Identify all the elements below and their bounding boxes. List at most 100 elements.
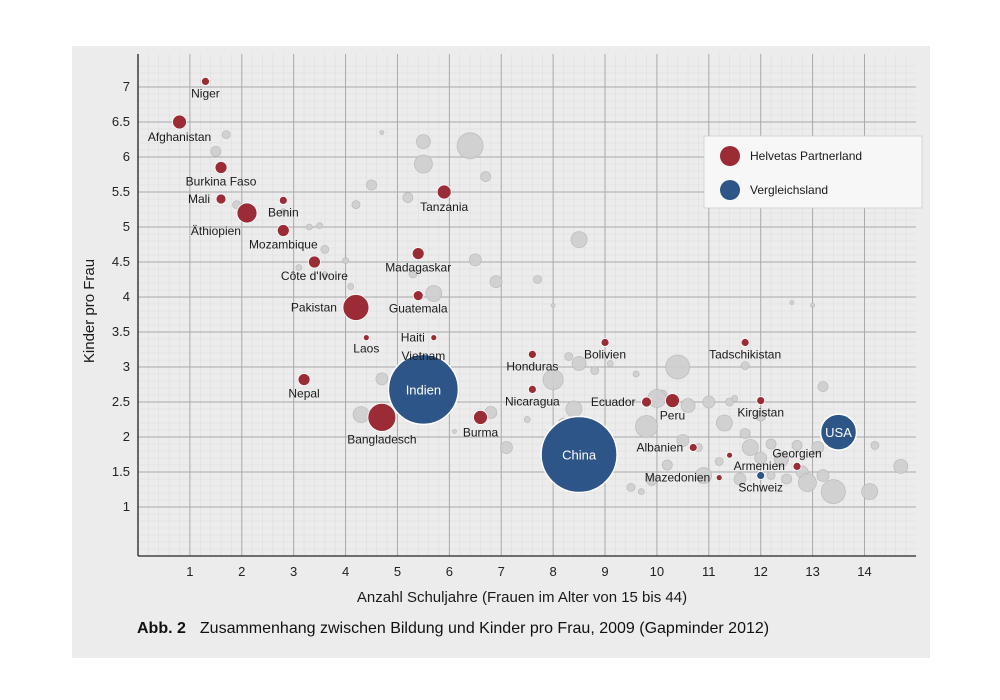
data-point-bangladesch	[367, 402, 397, 432]
data-point-other	[816, 469, 830, 482]
grid	[138, 54, 916, 556]
data-point-other	[646, 474, 658, 486]
data-point-other	[523, 416, 531, 423]
data-point-other	[870, 440, 880, 450]
data-point-other	[680, 398, 696, 413]
point-label-bangladesch: Bangladesch	[347, 432, 416, 446]
data-point-other	[725, 397, 734, 407]
data-point-georgien	[792, 461, 802, 471]
x-tick-label: 10	[650, 564, 664, 579]
figure-number: Abb. 2	[137, 620, 186, 637]
x-axis-title: Anzahl Schuljahre (Frauen im Alter von 1…	[357, 589, 687, 606]
data-point-other	[754, 451, 768, 465]
x-tick-label: 11	[702, 564, 716, 579]
data-point-other	[893, 458, 909, 474]
data-point-other	[817, 381, 829, 393]
data-point-other	[635, 415, 658, 438]
y-axis-title: Kinder pro Frau	[81, 259, 98, 363]
data-point-other	[702, 395, 716, 409]
data-point-cote-d-ivoire	[308, 255, 321, 269]
point-label-madagaskar: Madagaskar	[385, 261, 451, 275]
point-labels: Niger Afghanistan Burkina Faso Mali Äthiopie…	[148, 86, 852, 494]
data-point-other	[861, 483, 879, 501]
data-point-other	[316, 222, 324, 230]
point-label-tadschikistan: Tadschikistan	[709, 348, 781, 362]
data-point-burma	[473, 409, 488, 425]
data-point-albanien	[688, 443, 698, 452]
data-point-other	[661, 459, 673, 471]
data-point-other	[305, 223, 313, 231]
data-point-other	[570, 231, 588, 249]
legend-label-comparison: Vergleichsland	[750, 183, 828, 197]
data-point-pakistan	[342, 294, 370, 321]
data-point-other	[408, 269, 418, 279]
data-point-other	[279, 208, 287, 216]
data-point-other	[342, 257, 349, 265]
point-label-mazedonien: Mazedonien	[645, 471, 710, 485]
data-point-usa	[819, 413, 858, 451]
x-tick-label: 1	[186, 564, 193, 579]
data-point-other	[765, 438, 777, 450]
point-label-athiopien: Äthiopien	[191, 224, 241, 238]
data-point-afghanistan	[172, 114, 187, 130]
point-label-burkina-faso: Burkina Faso	[186, 175, 257, 189]
point-label-benin: Benin	[268, 205, 299, 219]
data-point-other	[676, 434, 690, 447]
data-point-other	[739, 428, 751, 439]
y-tick-label: 3	[123, 359, 130, 374]
data-point-other	[321, 271, 329, 279]
axes: 1 2 3 4 5 6 7 8 9 10 11 12 13 1411.522.533.544.555.56…	[81, 54, 916, 606]
point-label-nicaragua: Nicaragua	[505, 394, 560, 408]
point-label-pakistan: Pakistan	[291, 301, 337, 315]
data-point-other	[791, 439, 803, 451]
highlighted-countries	[172, 77, 858, 494]
legend-swatch-partner	[720, 146, 740, 166]
data-point-other	[741, 439, 759, 456]
data-point-other	[456, 132, 484, 160]
point-label-haiti: Haiti	[401, 331, 425, 345]
data-point-other	[489, 275, 503, 289]
x-tick-label: 7	[498, 564, 505, 579]
data-point-other	[590, 366, 600, 375]
data-point-nicaragua	[527, 384, 537, 394]
data-point-other	[798, 473, 817, 492]
data-point-armenien	[726, 451, 733, 459]
y-tick-label: 5	[123, 219, 130, 234]
point-label-albanien: Albanien	[637, 441, 684, 455]
data-point-other	[232, 200, 241, 210]
data-point-other	[626, 482, 636, 492]
figure-caption: Abb. 2 Zusammenhang zwischen Bildung und …	[137, 620, 769, 638]
data-point-other	[347, 283, 355, 290]
chart-figure: 1 2 3 4 5 6 7 8 9 10 11 12 13 14 1 1.5 2 2.5 3 3.5 4 4.5 5 5.5 6…	[72, 46, 930, 658]
scatter-chart: 1 2 3 4 5 6 7 8 9 10 11 12 13 1411.522.533.544.555.56…	[72, 46, 930, 658]
data-point-other	[733, 472, 747, 486]
data-point-other	[810, 302, 815, 308]
legend: Helvetas Partnerland Vergleichsland	[703, 135, 923, 209]
data-point-other	[210, 146, 222, 157]
data-point-other	[480, 171, 492, 183]
x-tick-label: 6	[446, 564, 453, 579]
y-tick-label: 7	[123, 79, 130, 94]
point-label-nepal: Nepal	[288, 387, 319, 401]
data-point-other	[416, 134, 431, 149]
data-point-other	[766, 471, 776, 480]
data-point-other	[715, 414, 733, 432]
point-label-afghanistan: Afghanistan	[148, 130, 211, 144]
y-tick-label: 4	[123, 289, 130, 304]
point-label-guatemala: Guatemala	[389, 302, 448, 316]
data-point-other	[789, 300, 795, 306]
point-label-cote-d-ivoire: Côte d'Ivoire	[281, 269, 348, 283]
y-tick-label: 2	[123, 429, 130, 444]
data-point-mali	[215, 193, 227, 205]
legend-box	[703, 135, 923, 209]
data-point-other	[695, 467, 713, 484]
point-label-burma: Burma	[463, 425, 499, 439]
data-point-athiopien	[236, 202, 258, 224]
data-point-other	[351, 200, 361, 210]
data-point-other	[637, 488, 645, 496]
data-point-niger	[201, 77, 210, 86]
point-label-usa: USA	[825, 425, 852, 440]
point-label-vietnam: Vietnam	[401, 349, 445, 363]
point-label-honduras: Honduras	[506, 359, 558, 373]
x-tick-label: 12	[753, 564, 767, 579]
